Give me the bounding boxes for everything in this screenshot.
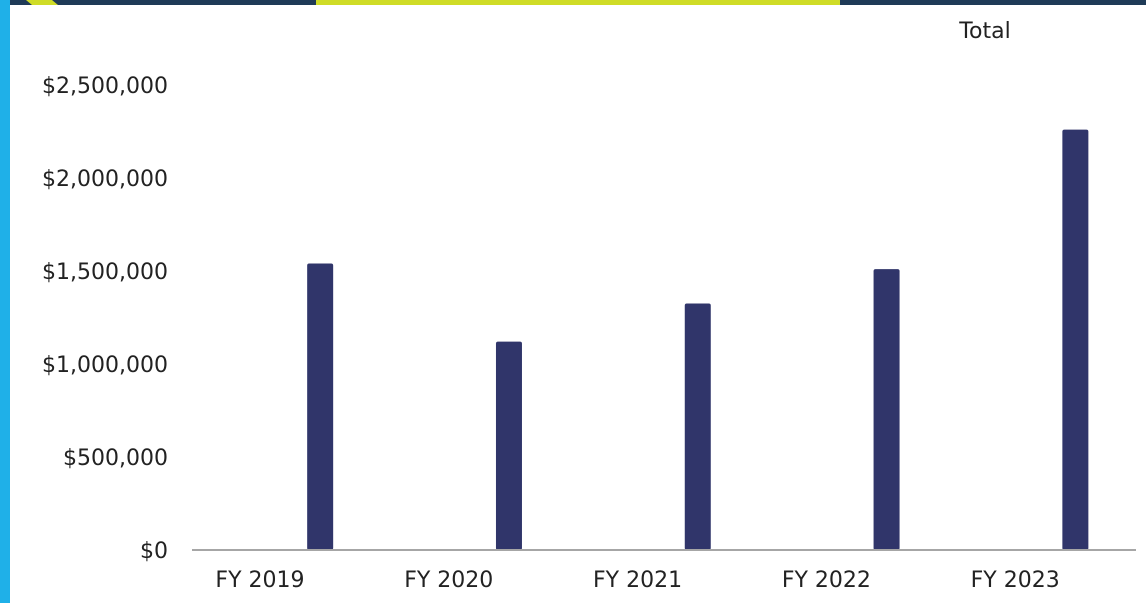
x-tick-label: FY 2020 (404, 568, 493, 593)
bar-series (307, 129, 1089, 550)
top-band-dark-left (0, 0, 316, 5)
legend-series-label: Total (958, 19, 1010, 44)
y-axis-tick-labels: $0 $500,000 $1,000,000 $1,500,000 $2,000,000… (42, 74, 168, 564)
y-tick-label: $0 (140, 539, 168, 564)
y-tick-label: $500,000 (63, 446, 168, 471)
y-tick-label: $1,500,000 (42, 260, 168, 285)
top-band-dark-right (840, 0, 1146, 5)
x-axis-tick-labels: FY 2019 FY 2020 FY 2021 FY 2022 FY 2023 (215, 568, 1059, 593)
x-tick-label: FY 2022 (782, 568, 871, 593)
top-band-yellow (316, 0, 840, 5)
bar (1062, 129, 1089, 550)
bar (684, 303, 711, 550)
left-accent-stripe (0, 0, 10, 603)
top-left-corner-accent (26, 0, 58, 5)
bar (495, 341, 522, 550)
x-tick-label: FY 2023 (971, 568, 1060, 593)
y-tick-label: $1,000,000 (42, 353, 168, 378)
top-accent-band (0, 0, 1146, 5)
y-tick-label: $2,000,000 (42, 167, 168, 192)
y-tick-label: $2,500,000 (42, 74, 168, 99)
x-tick-label: FY 2021 (593, 568, 682, 593)
bar (307, 263, 334, 550)
bar (873, 269, 900, 550)
x-tick-label: FY 2019 (215, 568, 304, 593)
